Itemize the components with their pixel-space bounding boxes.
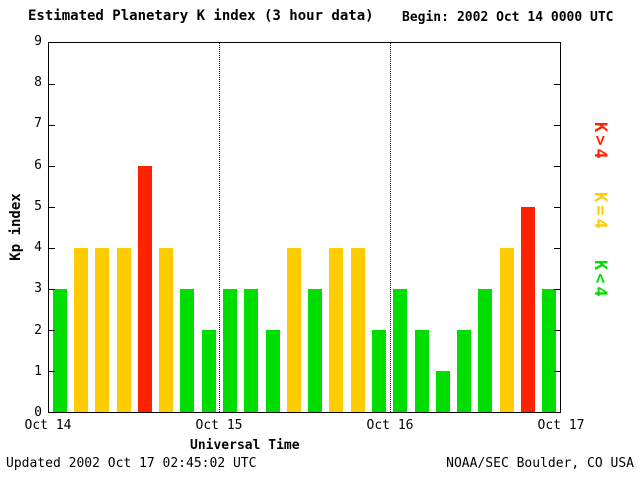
kp-bar (265, 330, 280, 412)
kp-bar (244, 289, 259, 412)
y-tick-label: 3 (34, 281, 42, 297)
legend-k-gt-4: K>4 (590, 122, 610, 162)
y-tick-label: 9 (34, 34, 42, 49)
source-credit: NOAA/SEC Boulder, CO USA (446, 456, 634, 471)
kp-bar (414, 330, 429, 412)
kp-bar (52, 289, 67, 412)
kp-bar (435, 371, 450, 412)
x-tick-label: Oct 14 (24, 418, 72, 433)
y-tick-label: 5 (34, 198, 42, 214)
kp-bar (542, 289, 557, 412)
plot-area (48, 42, 561, 413)
kp-bar (372, 330, 387, 412)
y-tick-label: 1 (34, 363, 42, 379)
x-tick-label: Oct 15 (195, 418, 243, 433)
y-axis-tick (49, 125, 55, 126)
kp-bar (457, 330, 472, 412)
y-axis-tick (554, 207, 560, 208)
y-axis-tick (49, 371, 55, 372)
y-tick-label: 7 (34, 116, 42, 132)
kp-bar (137, 166, 152, 412)
day-divider-line (389, 43, 391, 412)
kp-bar (329, 248, 344, 412)
kp-bar (308, 289, 323, 412)
kp-bar (499, 248, 514, 412)
kp-bar (201, 330, 216, 412)
kp-bar (180, 289, 195, 412)
legend-k-lt-4: K<4 (590, 260, 610, 300)
kp-bar (521, 207, 536, 412)
y-axis-tick (49, 248, 55, 249)
y-tick-label: 0 (34, 405, 42, 420)
y-axis-tick (49, 84, 55, 85)
y-axis-tick (554, 330, 560, 331)
begin-label: Begin: (402, 10, 449, 25)
y-axis-tick (49, 207, 55, 208)
updated-timestamp: Updated 2002 Oct 17 02:45:02 UTC (6, 456, 257, 471)
kp-bar (159, 248, 174, 412)
kp-bar (95, 248, 110, 412)
kp-bar (393, 289, 408, 412)
kp-bar (350, 248, 365, 412)
kp-bar (286, 248, 301, 412)
y-axis-tick (554, 125, 560, 126)
begin-time: Begin: 2002 Oct 14 0000 UTC (402, 10, 614, 25)
y-axis-tick (49, 166, 55, 167)
y-axis-tick (554, 289, 560, 290)
kp-bar (116, 248, 131, 412)
y-tick-label: 2 (34, 322, 42, 338)
y-axis-tick (554, 371, 560, 372)
chart-title: Estimated Planetary K index (3 hour data… (28, 8, 374, 24)
y-axis-tick (49, 330, 55, 331)
y-axis-tick (554, 248, 560, 249)
kp-bar (478, 289, 493, 412)
y-axis-tick (554, 84, 560, 85)
kp-bar (73, 248, 88, 412)
y-axis-tick (49, 289, 55, 290)
kp-bar (222, 289, 237, 412)
x-axis-title: Universal Time (190, 438, 300, 453)
x-tick-label: Oct 17 (537, 418, 585, 433)
begin-value: 2002 Oct 14 0000 UTC (456, 10, 614, 25)
y-tick-label: 4 (34, 240, 42, 256)
day-divider-line (219, 43, 221, 412)
legend-k-eq-4: K=4 (590, 192, 610, 232)
y-tick-label: 8 (34, 75, 42, 91)
x-tick-label: Oct 16 (366, 418, 414, 433)
y-tick-label: 6 (34, 157, 42, 173)
y-axis-tick (554, 166, 560, 167)
